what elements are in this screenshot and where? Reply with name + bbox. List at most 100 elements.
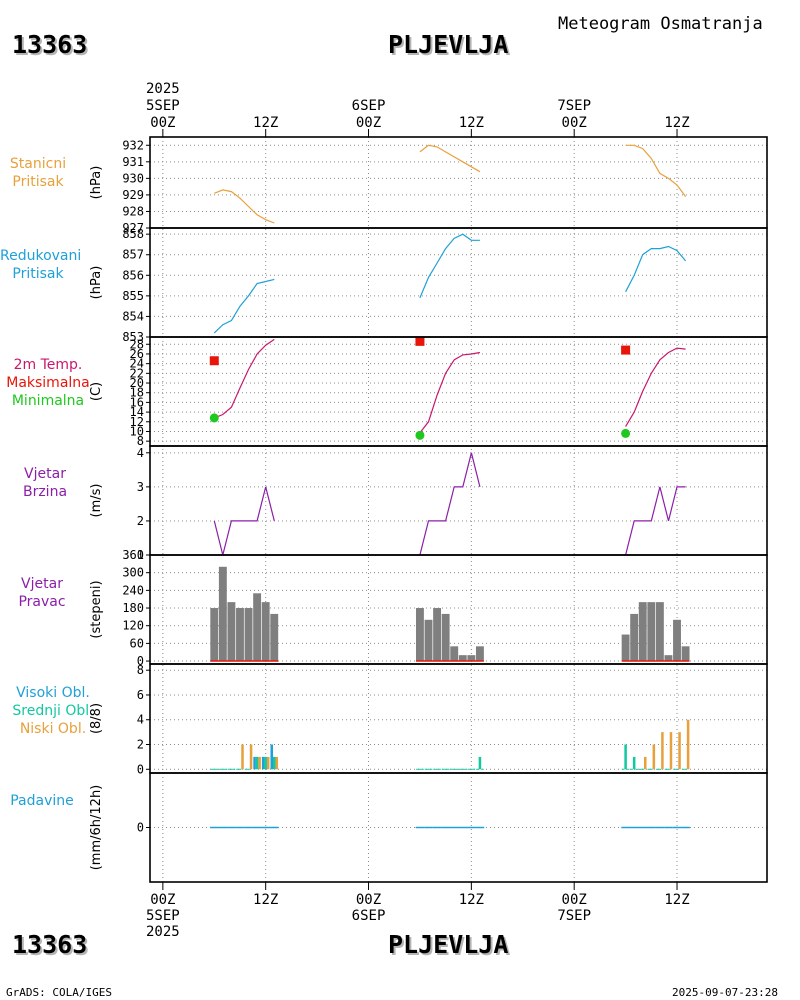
year-label-top: 2025: [146, 81, 180, 97]
min-temp-marker: [209, 413, 219, 423]
high-cloud-bar: [261, 756, 265, 770]
y-tick-label: 0: [137, 762, 144, 776]
wind-direction-bar: [647, 602, 656, 662]
reduced-pressure-line: [213, 278, 275, 334]
mid-cloud-bar: [632, 756, 636, 770]
y-tick-label: 10: [130, 424, 144, 438]
temperature-line: [419, 351, 481, 434]
y-tick-label: 1: [137, 548, 144, 562]
wind-direction-bar: [630, 613, 639, 662]
wind-direction-bar: [467, 655, 476, 662]
wind-direction-bar: [638, 602, 647, 662]
label-clouds: Visoki Obl. Srednji Obl. Niski Obl.: [0, 684, 106, 738]
wind-direction-bar: [236, 608, 244, 662]
y-tick-label: 857: [122, 248, 144, 262]
label-line: Pritisak: [12, 266, 64, 282]
unit-label: (mm/6h/12h): [89, 785, 104, 871]
y-tick-label: 3: [137, 480, 144, 494]
credit-text: GrADS: COLA/IGES: [6, 986, 112, 999]
low-cloud-bar: [678, 732, 681, 770]
low-cloud-bar: [275, 756, 279, 770]
label-reduced-pressure: Redukovani Pritisak: [0, 247, 81, 283]
wind-direction-bar: [441, 613, 450, 662]
min-temp-marker: [621, 428, 631, 438]
y-tick-label: 18: [130, 386, 144, 400]
reduced-pressure-line: [625, 245, 687, 293]
x-date-label-bottom: 6SEP: [352, 908, 386, 924]
wind-direction-bar: [253, 593, 262, 662]
mid-cloud-bar: [272, 756, 276, 770]
x-tick-label-bottom: 00Z: [356, 892, 381, 908]
mid-cloud-bar: [264, 756, 267, 770]
label-line: 2m Temp.: [13, 357, 83, 373]
wind-direction-bar: [270, 613, 279, 662]
wind-direction-bar: [664, 655, 673, 662]
x-tick-label-top: 00Z: [356, 115, 381, 131]
x-tick-label-bottom: 12Z: [253, 892, 278, 908]
unit-label: (8/8): [89, 703, 104, 734]
x-tick-label-top: 00Z: [562, 115, 587, 131]
y-tick-label: 16: [130, 395, 144, 409]
wind-direction-bar: [218, 566, 227, 662]
y-tick-label: 8: [137, 663, 144, 677]
wind-direction-bar: [475, 646, 484, 662]
mid-cloud-bar: [478, 756, 482, 770]
label-line: Maksimalna: [6, 375, 90, 391]
timestamp-text: 2025-09-07-23:28: [672, 986, 778, 999]
label-line: Srednji Obl.: [12, 703, 94, 719]
x-tick-label-top: 12Z: [253, 115, 278, 131]
y-tick-label: 2: [137, 738, 144, 752]
y-tick-label: 14: [130, 405, 144, 419]
y-tick-label: 4: [137, 446, 144, 460]
year-label-bottom: 2025: [146, 924, 180, 940]
y-tick-label: 180: [122, 601, 144, 615]
label-wind-speed: Vjetar Brzina: [0, 465, 90, 501]
max-temp-marker: [621, 345, 631, 355]
station-id-top: 13363: [12, 30, 88, 59]
y-tick-label: 929: [122, 188, 144, 202]
y-tick-label: 0: [137, 821, 144, 835]
y-tick-label: 60: [130, 636, 144, 650]
low-cloud-bar: [258, 756, 261, 770]
label-line: Stanicni: [9, 156, 67, 172]
x-date-label-bottom: 7SEP: [557, 908, 591, 924]
unit-label: (hPa): [89, 266, 104, 300]
y-tick-label: 22: [130, 366, 144, 380]
x-date-label-top: 7SEP: [557, 98, 591, 114]
station-pressure-line: [214, 189, 275, 224]
y-tick-label: 8: [137, 434, 144, 448]
y-tick-label: 20: [130, 376, 144, 390]
label-line: Minimalna: [11, 393, 85, 409]
x-tick-label-bottom: 00Z: [562, 892, 587, 908]
unit-label: (stepeni): [89, 580, 104, 638]
y-tick-label: 6: [137, 688, 144, 702]
label-line: Padavine: [10, 793, 74, 809]
unit-label: (m/s): [89, 484, 104, 518]
unit-label: (C): [89, 382, 104, 401]
y-tick-label: 240: [122, 583, 144, 597]
label-line: Visoki Obl.: [16, 685, 90, 701]
wind-direction-bar: [458, 655, 467, 662]
low-cloud-bar: [241, 744, 244, 770]
wind-direction-bar: [424, 619, 433, 662]
low-cloud-bar: [669, 732, 673, 770]
y-tick-label: 0: [137, 654, 144, 668]
y-tick-label: 930: [122, 171, 144, 185]
product-title: Meteogram Osmatranja: [558, 14, 763, 34]
y-tick-label: 300: [122, 566, 144, 580]
label-wind-direction: Vjetar Pravac: [0, 575, 84, 611]
temperature-line: [625, 347, 686, 427]
y-tick-label: 854: [122, 309, 144, 323]
station-name-bottom: PLJEVLJA: [388, 930, 509, 959]
x-tick-label-top: 00Z: [150, 115, 175, 131]
station-name-top: PLJEVLJA: [388, 30, 509, 59]
y-tick-label: 928: [122, 204, 144, 218]
x-date-label-top: 5SEP: [146, 98, 180, 114]
station-pressure-line: [625, 144, 687, 197]
label-line: Pravac: [18, 594, 66, 610]
wind-direction-bar: [227, 602, 236, 662]
wind-direction-bar: [621, 634, 630, 662]
low-cloud-bar: [644, 756, 647, 770]
wind-direction-bar: [655, 602, 664, 662]
x-tick-label-bottom: 00Z: [150, 892, 175, 908]
